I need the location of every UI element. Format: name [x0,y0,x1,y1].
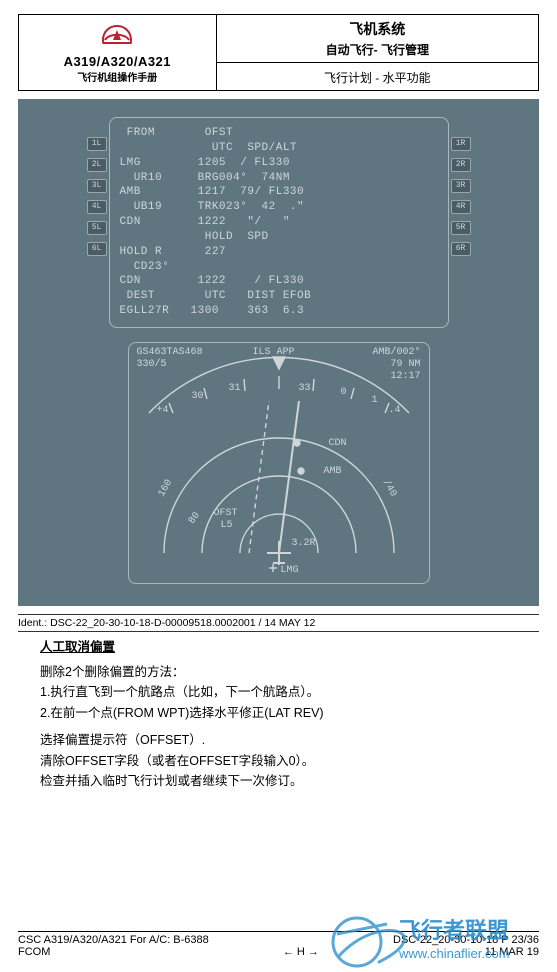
doc-header: A319/A320/A321 飞行机组操作手册 飞机系统 自动飞行- 飞行管理 … [18,14,539,91]
nd-to-wpt: AMB/002° [372,347,420,358]
title-top-cell: 飞机系统 自动飞行- 飞行管理 [216,15,538,63]
manual-name: 飞行机组操作手册 [27,69,208,84]
para-1: 删除2个删除偏置的方法： [40,663,527,682]
lsk-2l: 2L [87,158,107,172]
mcdu-line-12: DEST UTC DIST EFOB [120,289,438,304]
nd-hdg-33: 33 [299,383,311,394]
nd-to-time: 12:17 [390,371,420,382]
footer-right-2: 11 MAR 19 [393,946,539,958]
mcdu-screen: FROM OFST UTC SPD/ALT LMG 1205 / FL330 U… [109,117,449,328]
nd-lmg: LMG [281,565,299,576]
footer-left-2: FCOM [18,946,209,958]
mcdu-display: 1L 2L 3L 4L 5L 6L 1R 2R 3R 4R 5R 6R FROM… [109,117,449,328]
lsk-1l: 1L [87,137,107,151]
mcdu-line-11: CDN 1222 / FL330 [120,274,438,289]
mcdu-line-5: AMB 1217 79/ FL330 [120,185,438,200]
footer-mid: ← H → [283,946,319,958]
title-third: 飞行计划 - 水平功能 [225,67,530,86]
footer-right: DSC-22_20-30-10-18 P 23/36 11 MAR 19 [393,934,539,958]
nd-ofst: OFST [214,508,238,519]
mcdu-line-2: UTC SPD/ALT [120,141,438,156]
figure-panel: 1L 2L 3L 4L 5L 6L 1R 2R 3R 4R 5R 6R FROM… [18,99,539,606]
section-title: 人工取消偏置 [40,638,527,657]
nd-to-dist: 79 NM [390,359,420,370]
lsk-3r: 3R [451,179,471,193]
para-4: 选择偏置提示符（OFFSET）. [40,731,527,750]
mcdu-line-13: EGLL27R 1300 363 6.3 [120,304,438,319]
lsk-4l: 4L [87,200,107,214]
para-6: 检查并插入临时飞行计划或者继续下一次修订。 [40,772,527,791]
lsk-4r: 4R [451,200,471,214]
nd-hdg-31: 31 [229,383,241,394]
mcdu-line-4: UR10 BRG004° 74NM [120,171,438,186]
nd-wind: 330/5 [137,359,167,370]
nav-display: GS463TAS468 330/5 ILS APP AMB/002° 79 NM… [128,342,430,584]
title-main: 飞机系统 [225,19,530,39]
logo-cell: A319/A320/A321 飞行机组操作手册 [19,15,217,91]
lsk-6l: 6L [87,242,107,256]
lsk-right-column: 1R 2R 3R 4R 5R 6R [451,137,471,256]
lsk-1r: 1R [451,137,471,151]
lsk-2r: 2R [451,158,471,172]
nd-wpt-cdn: CDN [329,438,347,449]
para-2: 1.执行直飞到一个航路点（比如，下一个航路点）。 [40,683,527,702]
lsk-3l: 3L [87,179,107,193]
nd-mark-l: +4 [157,405,169,416]
ident-line: Ident.: DSC-22_20-30-10-18-D-00009518.00… [18,614,539,632]
nd-rng-val: 3.2R [292,538,316,549]
mcdu-line-7: CDN 1222 "/ " [120,215,438,230]
nd-mark-r: .4 [388,405,400,416]
aircraft-model: A319/A320/A321 [27,54,208,69]
nd-wpt-amb: AMB [324,466,342,477]
footer-left-1: CSC A319/A320/A321 For A/C: B-6388 [18,934,209,946]
nd-gs-tas: GS463TAS468 [137,347,203,358]
lsk-5r: 5R [451,221,471,235]
nd-mode: ILS APP [253,347,295,358]
mcdu-line-1: FROM OFST [120,126,438,141]
lsk-6r: 6R [451,242,471,256]
airline-logo-icon [95,22,139,52]
nd-hdg-30: 30 [192,391,204,402]
nd-ofst2: L5 [221,520,233,531]
mcdu-line-10: CD23° [120,260,438,275]
footer-left: CSC A319/A320/A321 For A/C: B-6388 FCOM [18,934,209,958]
lsk-left-column: 1L 2L 3L 4L 5L 6L [87,137,107,256]
title-sub: 自动飞行- 飞行管理 [225,41,530,58]
lsk-5l: 5L [87,221,107,235]
mcdu-line-3: LMG 1205 / FL330 [120,156,438,171]
para-5: 清除OFFSET字段（或者在OFFSET字段输入0）。 [40,752,527,771]
content-block: 人工取消偏置 删除2个删除偏置的方法： 1.执行直飞到一个航路点（比如，下一个航… [40,638,527,791]
nd-graphic-icon [129,343,429,583]
mcdu-line-8: HOLD SPD [120,230,438,245]
title-bottom-cell: 飞行计划 - 水平功能 [216,63,538,91]
mcdu-line-9: HOLD R 227 [120,245,438,260]
footer-right-1: DSC-22_20-30-10-18 P 23/36 [393,934,539,946]
nd-hdg-1: 1 [372,395,378,406]
para-3: 2.在前一个点(FROM WPT)选择水平修正(LAT REV) [40,704,527,723]
mcdu-line-6: UB19 TRK023° 42 ." [120,200,438,215]
nd-hdg-0: 0 [341,387,347,398]
page-footer: 飞行者联盟 www.chinaflier.com CSC A319/A320/A… [18,931,539,958]
